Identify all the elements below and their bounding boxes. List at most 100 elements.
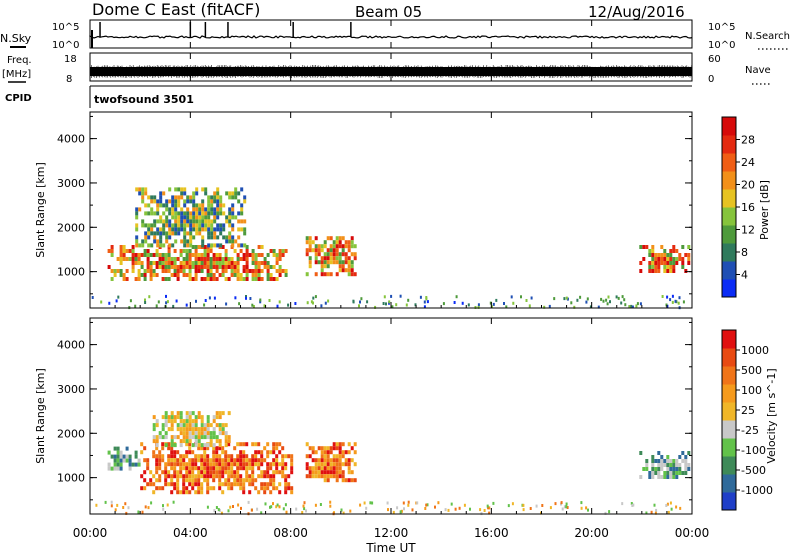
noise-cell (260, 511, 263, 515)
range-gate-cell (144, 191, 148, 196)
range-gate-cell (179, 458, 183, 463)
range-gate-cell (275, 470, 279, 475)
range-gate-cell (245, 261, 249, 265)
range-gate-cell (344, 458, 348, 463)
noise-cell (426, 300, 429, 304)
range-gate-cell (188, 478, 192, 483)
range-gate-cell (263, 446, 267, 451)
range-gate-cell (186, 195, 190, 200)
range-gate-cell (156, 199, 160, 204)
range-gate-cell (239, 442, 243, 447)
range-gate-cell (260, 450, 264, 455)
colorbar-segment (722, 402, 736, 421)
noise-cell (565, 502, 568, 506)
range-gate-cell (251, 269, 255, 273)
noise-cell (510, 295, 513, 299)
range-gate-cell (203, 474, 207, 479)
range-gate-cell (194, 423, 198, 428)
range-gate-cell (666, 455, 670, 459)
range-gate-cell (669, 475, 673, 479)
colorbar-tick-label: 100 (741, 384, 762, 397)
range-gate-cell (164, 253, 168, 257)
range-gate-cell (335, 240, 339, 245)
noise-cell (388, 300, 391, 304)
range-gate-cell (183, 187, 187, 192)
noise-cell (387, 508, 389, 512)
range-gate-cell (209, 261, 213, 265)
range-gate-cell (209, 265, 213, 269)
range-gate-cell (152, 273, 156, 277)
range-gate-cell (347, 442, 351, 447)
noise-cell (250, 508, 253, 512)
range-gate-cell (213, 235, 217, 240)
range-gate-cell (663, 265, 667, 269)
range-gate-cell (162, 203, 166, 208)
range-gate-cell (113, 454, 117, 459)
nsearch-label: N.Search (745, 31, 790, 42)
range-gate-cell (663, 257, 667, 261)
range-gate-cell (147, 227, 151, 232)
noise-cell (371, 501, 374, 505)
range-gate-cell (335, 478, 339, 483)
range-gate-cell (144, 239, 148, 244)
range-gate-cell (182, 478, 186, 483)
range-gate-cell (329, 462, 333, 467)
range-gate-cell (332, 244, 336, 249)
range-gate-cell (243, 199, 247, 204)
range-gate-cell (335, 446, 339, 451)
range-gate-cell (272, 462, 276, 467)
range-gate-cell (275, 486, 279, 491)
range-gate-cell (323, 240, 327, 245)
range-gate-cell (218, 439, 222, 444)
range-gate-cell (666, 463, 670, 467)
range-gate-cell (150, 243, 154, 248)
colorbar-tick-label: 1000 (741, 344, 769, 357)
range-gate-cell (119, 269, 123, 273)
range-gate-cell (230, 265, 234, 269)
range-gate-cell (173, 419, 177, 424)
noise-cell (359, 503, 362, 507)
range-gate-cell (113, 462, 117, 467)
range-gate-cell (257, 450, 261, 455)
range-gate-cell (219, 203, 223, 208)
range-gate-cell (170, 265, 174, 269)
range-gate-cell (317, 474, 321, 479)
noise-cell (185, 303, 188, 307)
range-gate-cell (188, 269, 192, 273)
noise-cell (416, 501, 419, 505)
range-gate-cell (155, 423, 159, 428)
range-gate-cell (179, 253, 183, 257)
range-gate-cell (284, 466, 288, 471)
noise-cell (489, 301, 492, 305)
noise-cell (624, 303, 627, 307)
range-gate-cell (263, 261, 267, 265)
range-gate-cell (173, 249, 177, 253)
range-gate-cell (141, 195, 145, 200)
range-gate-cell (305, 442, 309, 447)
range-gate-cell (260, 261, 264, 265)
range-gate-cell (269, 466, 273, 471)
noise-cell (95, 503, 98, 507)
range-gate-cell (191, 265, 195, 269)
noise-cell (360, 297, 363, 301)
range-gate-cell (209, 423, 213, 428)
range-gate-cell (162, 191, 166, 196)
noise-cell (458, 506, 461, 510)
range-gate-cell (185, 450, 189, 455)
range-gate-cell (182, 261, 186, 265)
range-gate-cell (239, 257, 243, 261)
range-gate-cell (317, 260, 321, 265)
range-gate-cell (164, 261, 168, 265)
noise-cell (461, 301, 464, 305)
range-gate-cell (206, 261, 210, 265)
range-gate-cell (278, 450, 282, 455)
range-gate-cell (675, 463, 679, 467)
noise-cell (104, 500, 107, 504)
range-gate-cell (179, 415, 183, 420)
range-gate-cell (156, 207, 160, 212)
range-gate-cell (182, 462, 186, 467)
range-gate-cell (341, 236, 345, 241)
noise-cell (469, 507, 471, 511)
